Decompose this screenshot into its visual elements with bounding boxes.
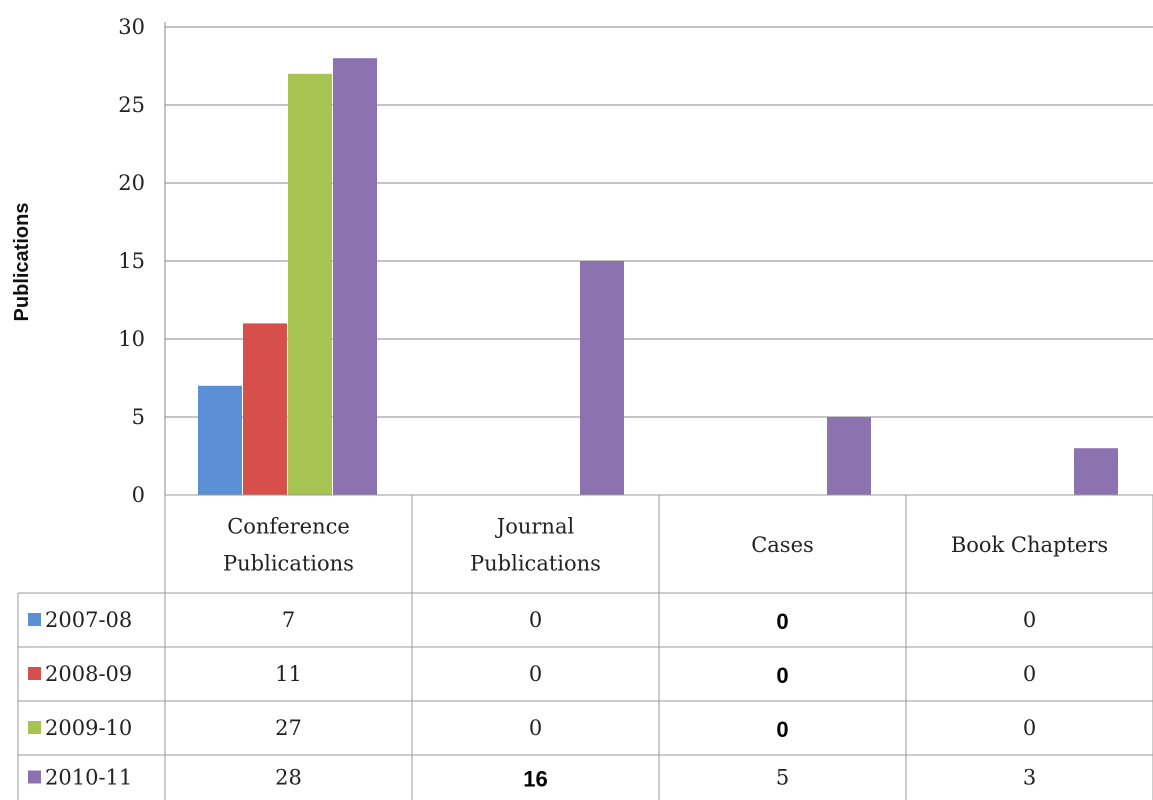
table-cell-value: 0 [776, 609, 788, 634]
legend-swatch [28, 770, 41, 784]
y-tick-label: 0 [132, 483, 145, 507]
category-label: Publications [223, 552, 354, 576]
table-cell-value: 0 [1023, 662, 1036, 686]
category-label: Conference [227, 515, 350, 539]
bar [243, 323, 287, 495]
data-table: Conference Publications Journal Publication… [17, 494, 1153, 800]
y-tick-label: 30 [118, 15, 145, 39]
bar [198, 385, 242, 495]
table-cell-value: 0 [529, 608, 542, 632]
table-cell-value: 0 [776, 663, 788, 688]
category-label: Book Chapters [951, 533, 1108, 557]
table-cell-value: 0 [1023, 608, 1036, 632]
table-cell-value: 28 [275, 766, 302, 790]
legend-label: 2009-10 [45, 716, 132, 740]
table-cell-value: 0 [776, 717, 788, 742]
legend-swatch [28, 667, 41, 680]
y-tick-label: 25 [118, 93, 145, 117]
bar [827, 417, 871, 495]
table-cell-value: 27 [275, 716, 302, 740]
legend-swatch [28, 613, 41, 626]
bar [333, 58, 377, 495]
axes: 0 5 10 15 20 25 30 [118, 15, 166, 507]
table-cell-value: 0 [1023, 716, 1036, 740]
category-label: Publications [470, 552, 601, 576]
table-cell-value: 0 [529, 662, 542, 686]
legend-label: 2008-09 [45, 662, 132, 686]
legend-label: 2010-11 [45, 766, 132, 790]
table-cell-value: 11 [275, 662, 302, 686]
y-tick-label: 15 [118, 249, 145, 273]
y-tick-label: 20 [118, 171, 145, 195]
bar [1074, 448, 1118, 495]
category-label: Journal [495, 515, 575, 539]
legend-label: 2007-08 [45, 608, 132, 632]
bars [198, 58, 1118, 496]
table-cell-value: 7 [282, 608, 295, 632]
y-axis-label: Publications [11, 203, 33, 322]
bar [288, 73, 332, 496]
y-tick-label: 10 [118, 327, 145, 351]
table-cell-value: 0 [529, 716, 542, 740]
bar [580, 261, 624, 495]
category-label: Cases [751, 533, 814, 557]
table-cell-value: 5 [776, 766, 789, 790]
y-tick-label: 5 [132, 405, 145, 429]
table-cell-value: 3 [1023, 766, 1036, 790]
legend-swatch [28, 721, 41, 734]
table-cell-value: 16 [523, 767, 547, 792]
